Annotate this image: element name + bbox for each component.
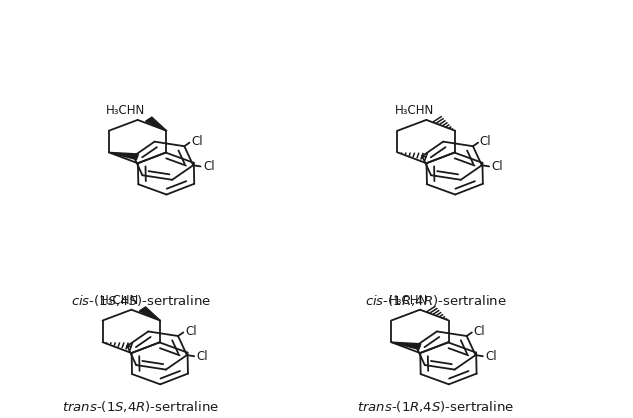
Polygon shape	[391, 342, 421, 349]
Text: $\it{cis}$-(1$\it{R}$,4$\it{R}$)-sertraline: $\it{cis}$-(1$\it{R}$,4$\it{R}$)-sertral…	[365, 293, 506, 308]
Polygon shape	[146, 117, 166, 131]
Text: H₃CHN: H₃CHN	[395, 104, 434, 117]
Text: H₃CHN: H₃CHN	[389, 294, 428, 307]
Text: $\it{cis}$-(1$\it{S}$,4$\it{S}$)-sertraline: $\it{cis}$-(1$\it{S}$,4$\it{S}$)-sertral…	[71, 293, 211, 308]
Polygon shape	[109, 153, 139, 160]
Text: H₃CHN: H₃CHN	[106, 104, 146, 117]
Text: Cl: Cl	[492, 160, 503, 173]
Text: Cl: Cl	[191, 135, 203, 148]
Text: Cl: Cl	[480, 135, 491, 148]
Text: Cl: Cl	[473, 325, 486, 338]
Text: Cl: Cl	[185, 325, 197, 338]
Text: Cl: Cl	[197, 350, 208, 363]
Text: H₃CHN: H₃CHN	[100, 294, 139, 307]
Text: Cl: Cl	[203, 160, 215, 173]
Text: $\it{trans}$-(1$\it{R}$,4$\it{S}$)-sertraline: $\it{trans}$-(1$\it{R}$,4$\it{S}$)-sertr…	[357, 399, 514, 414]
Text: Cl: Cl	[486, 350, 497, 363]
Text: $\it{trans}$-(1$\it{S}$,4$\it{R}$)-sertraline: $\it{trans}$-(1$\it{S}$,4$\it{R}$)-sertr…	[62, 399, 220, 414]
Polygon shape	[139, 307, 160, 321]
